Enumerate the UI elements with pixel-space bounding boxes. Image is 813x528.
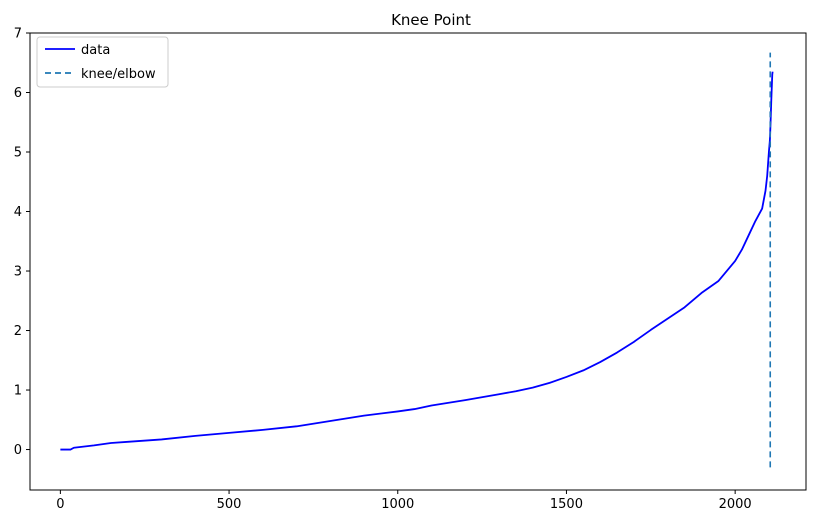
y-tick-label: 1 (14, 384, 22, 399)
y-tick-label: 6 (14, 86, 22, 101)
chart-title: Knee Point (391, 11, 471, 29)
x-tick-label: 1500 (550, 497, 583, 512)
legend-label-data: data (81, 43, 110, 58)
y-tick-label: 5 (14, 146, 22, 161)
y-tick-label: 3 (14, 265, 22, 280)
y-tick-label: 0 (14, 443, 22, 458)
legend: data knee/elbow (36, 36, 169, 88)
x-tick-label: 2000 (719, 497, 752, 512)
axes-frame (29, 32, 807, 491)
legend-label-knee: knee/elbow (81, 67, 156, 82)
x-tick-label: 500 (217, 497, 242, 512)
plot-area (60, 52, 774, 468)
y-tick-label: 7 (14, 27, 22, 42)
y-tick-label: 4 (14, 205, 22, 220)
x-tick-label: 1000 (381, 497, 414, 512)
y-tick-label: 2 (14, 324, 22, 339)
x-tick-label: 0 (56, 497, 64, 512)
axes: 0 500 1000 1500 2000 0 1 2 3 4 5 6 7 (14, 27, 807, 512)
series-line-data (60, 71, 774, 451)
